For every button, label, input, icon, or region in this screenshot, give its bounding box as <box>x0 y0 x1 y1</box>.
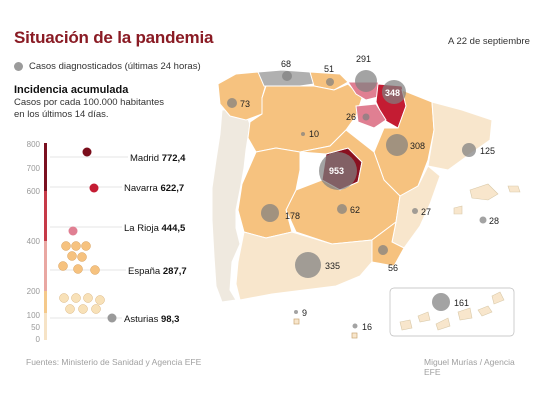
incidence-dot <box>95 295 105 305</box>
incidence-dot <box>59 293 69 303</box>
region-castilla-la-mancha <box>285 129 401 245</box>
region-extremadura <box>237 147 301 239</box>
bubble-legend-icon <box>14 62 23 71</box>
cases-bubble-madrid <box>319 152 357 190</box>
cases-bubble-galicia <box>227 98 237 108</box>
incidence-label-navarra: Navarra 622,7 <box>124 183 184 194</box>
incidence-dot <box>67 251 77 261</box>
cases-bubble-melilla <box>352 323 358 329</box>
incidence-label-espana: España 287,7 <box>128 266 187 277</box>
cases-label-extremadura: 178 <box>285 211 300 221</box>
incidence-label-asturias: Asturias 98,3 <box>124 314 179 325</box>
cases-bubble-cataluna <box>462 143 476 157</box>
incidence-dot <box>91 304 101 314</box>
incidence-dot-madrid <box>82 147 92 157</box>
region-baleares-menorca <box>507 185 521 193</box>
incidence-dot-asturias <box>107 313 117 323</box>
region-la-rioja <box>355 103 387 129</box>
cases-legend-label: Casos diagnosticados (últimas 24 horas) <box>29 61 201 72</box>
incidence-label-madrid: Madrid 772,4 <box>130 153 186 164</box>
incidence-dot <box>73 264 83 274</box>
cases-bubble-castilla-la-mancha <box>337 204 347 214</box>
scale-segment-red <box>44 191 47 241</box>
cases-label-pais-vasco: 291 <box>356 54 371 64</box>
region-melilla <box>351 332 358 339</box>
cases-label-madrid: 953 <box>329 166 344 176</box>
scale-segment-orange <box>44 291 47 313</box>
cases-bubble-murcia <box>378 245 388 255</box>
incidence-label-la-rioja: La Rioja 444,5 <box>124 223 186 234</box>
axis-tick: 100 <box>27 311 41 320</box>
incidence-dot <box>58 261 68 271</box>
incidence-dot <box>61 241 71 251</box>
axis-tick: 600 <box>27 187 41 196</box>
incidence-title: Incidencia acumulada <box>14 84 129 96</box>
portugal-region <box>211 107 251 303</box>
cases-label-navarra: 348 <box>385 88 400 98</box>
cases-label-galicia: 73 <box>240 99 250 109</box>
axis-tick: 50 <box>31 323 40 332</box>
cases-label-cantabria: 51 <box>324 64 334 74</box>
credit-footer: Miguel Murías / Agencia EFE <box>424 357 515 377</box>
cases-label-asturias: 68 <box>281 59 291 69</box>
axis-tick: 0 <box>36 335 41 344</box>
region-baleares-ibiza <box>453 205 463 215</box>
axis-tick: 400 <box>27 237 41 246</box>
incidence-dot <box>81 241 91 251</box>
region-canarias <box>399 291 505 331</box>
cases-label-ceuta: 9 <box>302 308 307 318</box>
cases-bubble-aragon <box>386 134 408 156</box>
cases-bubble-comunidad-valenciana <box>412 208 418 214</box>
source-footer: Fuentes: Ministerio de Sanidad y Agencia… <box>26 357 202 367</box>
incidence-subtitle: Casos por cada 100.000 habitantes en los… <box>14 97 164 120</box>
cases-label-baleares: 28 <box>489 216 499 226</box>
cases-label-andalucia: 335 <box>325 261 340 271</box>
axis-tick: 200 <box>27 287 41 296</box>
cases-bubble-canarias <box>432 293 450 311</box>
scale-segment-pink <box>44 241 47 291</box>
canarias-inset-box <box>389 287 515 337</box>
region-cataluna <box>427 101 493 171</box>
cases-bubble-baleares <box>479 216 487 224</box>
incidence-dot <box>77 252 87 262</box>
cases-label-melilla: 16 <box>362 322 372 332</box>
cases-label-canarias: 161 <box>454 298 469 308</box>
scale-segment-light <box>44 313 47 340</box>
cases-label-cataluna: 125 <box>480 146 495 156</box>
cases-bubble-cantabria <box>326 78 334 86</box>
cases-label-comunidad-valenciana: 27 <box>421 207 431 217</box>
incidence-dot <box>65 304 75 314</box>
cases-bubble-andalucia <box>295 252 321 278</box>
axis-tick: 700 <box>27 164 41 173</box>
incidence-dot <box>83 293 93 303</box>
scale-segment-dark <box>44 143 47 191</box>
incidence-dot-la-rioja <box>68 226 78 236</box>
cases-label-castilla-y-leon: 10 <box>309 129 319 139</box>
incidence-dot-navarra <box>89 183 99 193</box>
region-baleares <box>469 183 499 201</box>
cases-bubble-asturias <box>282 71 292 81</box>
cases-bubble-extremadura <box>261 204 279 222</box>
axis-tick: 800 <box>27 140 41 149</box>
incidence-dot <box>71 241 81 251</box>
cases-label-castilla-la-mancha: 62 <box>350 205 360 215</box>
date-label: A 22 de septiembre <box>448 36 530 47</box>
cases-bubble-la-rioja <box>362 113 370 121</box>
cases-label-la-rioja: 26 <box>346 112 356 122</box>
page-title: Situación de la pandemia <box>14 28 214 47</box>
region-ceuta <box>293 318 300 325</box>
cases-bubble-pais-vasco <box>355 70 377 92</box>
cases-label-aragon: 308 <box>410 141 425 151</box>
cases-legend: Casos diagnosticados (últimas 24 horas) <box>14 61 201 72</box>
incidence-dot <box>71 293 81 303</box>
incidence-dot <box>90 265 100 275</box>
incidence-dot <box>78 304 88 314</box>
cases-bubble-castilla-y-leon <box>301 132 305 136</box>
cases-label-murcia: 56 <box>388 263 398 273</box>
cases-bubble-ceuta <box>294 310 298 314</box>
cases-bubble-navarra <box>382 80 406 104</box>
